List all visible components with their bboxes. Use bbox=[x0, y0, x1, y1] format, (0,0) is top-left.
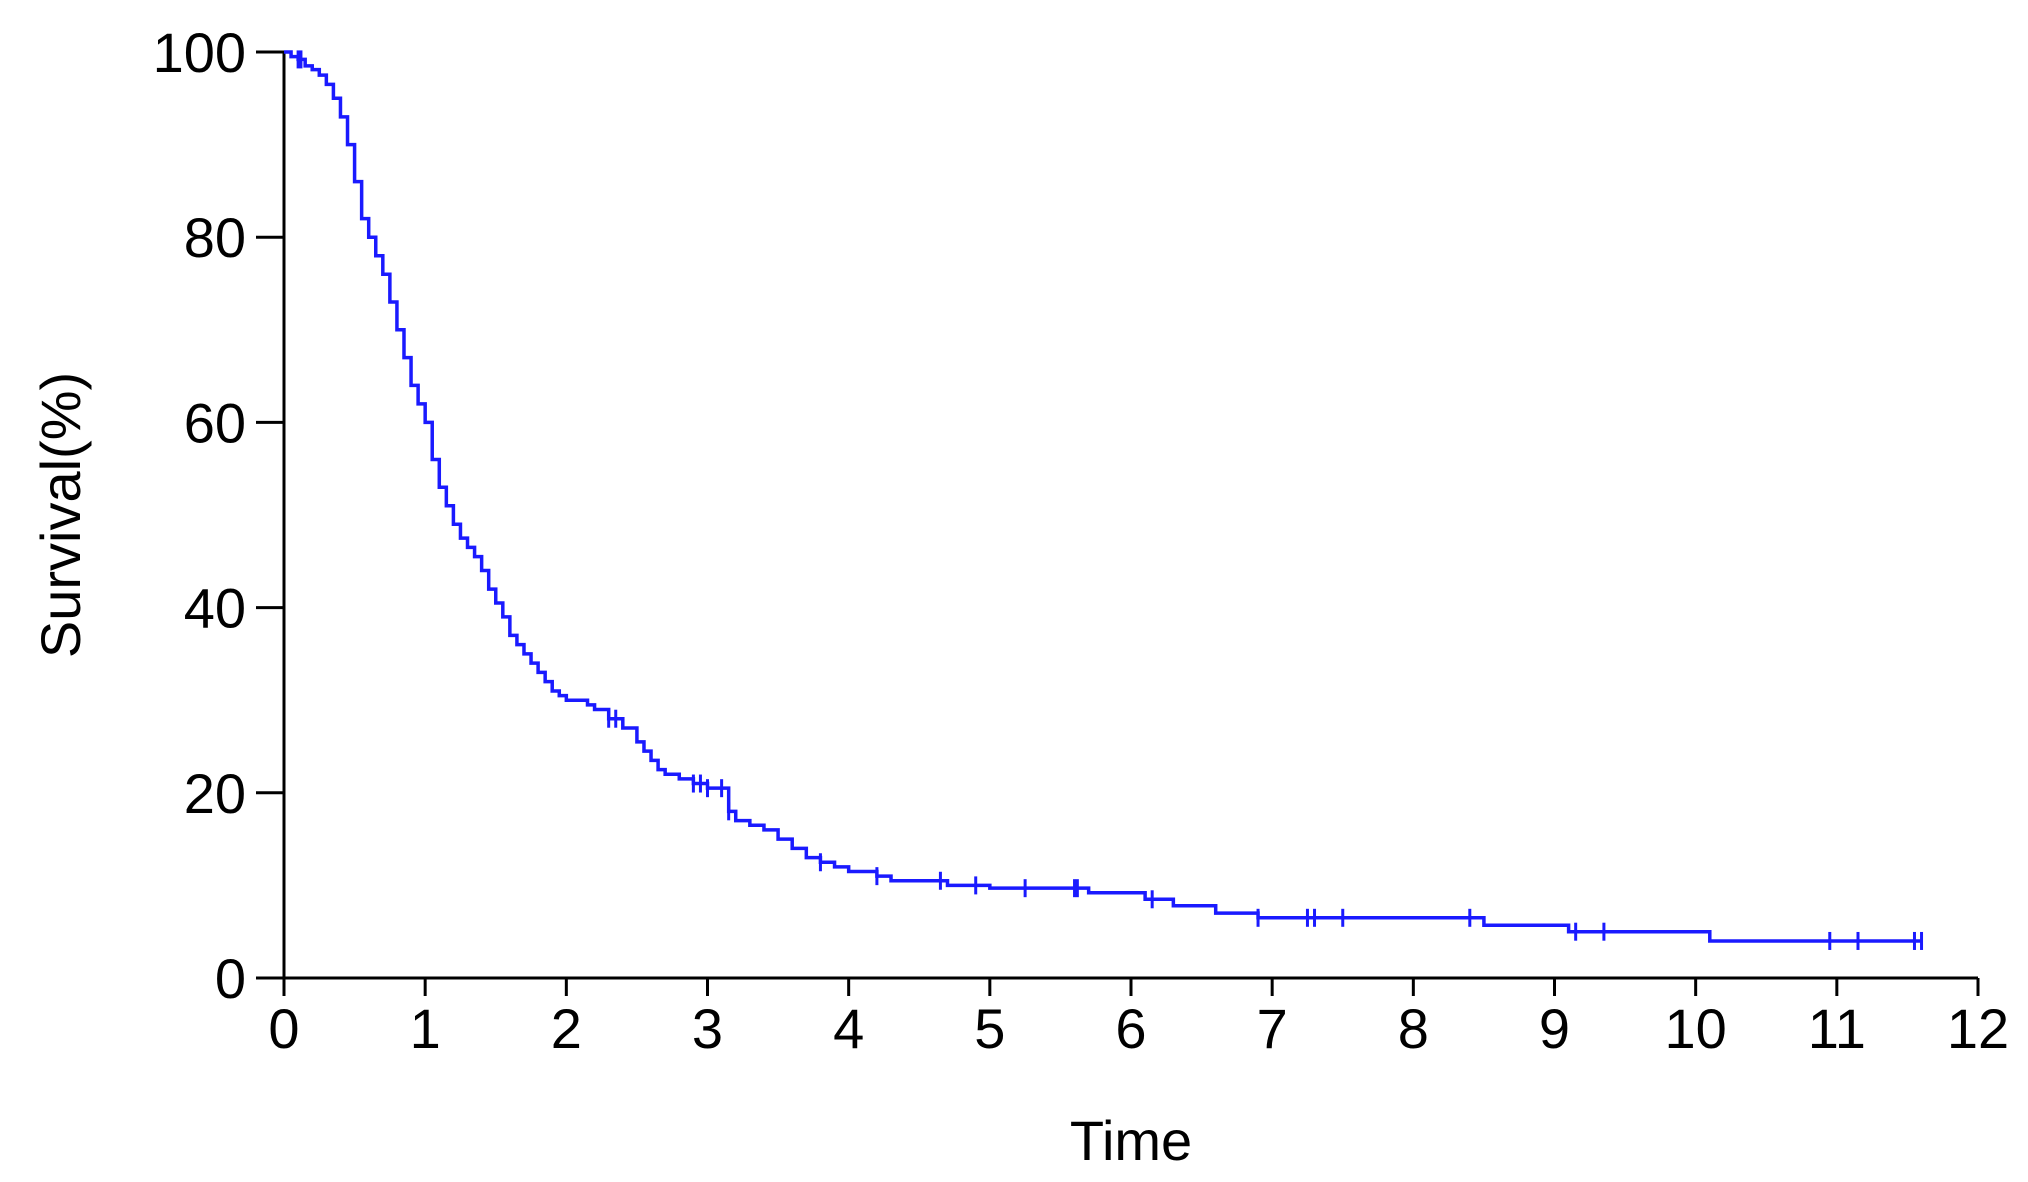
y-tick-label: 0 bbox=[215, 947, 246, 1010]
survival-curve-line bbox=[284, 50, 1922, 943]
x-tick-label: 4 bbox=[833, 997, 864, 1060]
x-tick-label: 10 bbox=[1665, 997, 1727, 1060]
x-tick-label: 12 bbox=[1947, 997, 2009, 1060]
y-tick-label: 20 bbox=[184, 762, 246, 825]
axes bbox=[282, 52, 1978, 980]
y-tick-label: 80 bbox=[184, 206, 246, 269]
y-tick-label: 100 bbox=[153, 21, 246, 84]
x-tick-label: 7 bbox=[1257, 997, 1288, 1060]
x-tick-label: 5 bbox=[974, 997, 1005, 1060]
x-tick-label: 3 bbox=[692, 997, 723, 1060]
x-tick-label: 11 bbox=[1808, 997, 1866, 1060]
y-tick-label: 60 bbox=[184, 391, 246, 454]
x-tick-label: 9 bbox=[1539, 997, 1570, 1060]
x-tick-label: 8 bbox=[1398, 997, 1429, 1060]
x-tick-label: 0 bbox=[268, 997, 299, 1060]
x-tick-label: 1 bbox=[410, 997, 441, 1060]
x-axis-ticks: 0 1 2 3 4 5 6 7 8 9 10 11 12 bbox=[268, 978, 2009, 1060]
y-axis-title: Survival(%) bbox=[29, 372, 92, 658]
x-axis-title: Time bbox=[1070, 1109, 1192, 1172]
x-tick-label: 2 bbox=[551, 997, 582, 1060]
y-tick-label: 40 bbox=[184, 577, 246, 640]
x-tick-label: 6 bbox=[1115, 997, 1146, 1060]
censor-marks bbox=[296, 50, 1924, 950]
y-axis-ticks: 0 20 40 60 80 100 bbox=[153, 21, 284, 1010]
